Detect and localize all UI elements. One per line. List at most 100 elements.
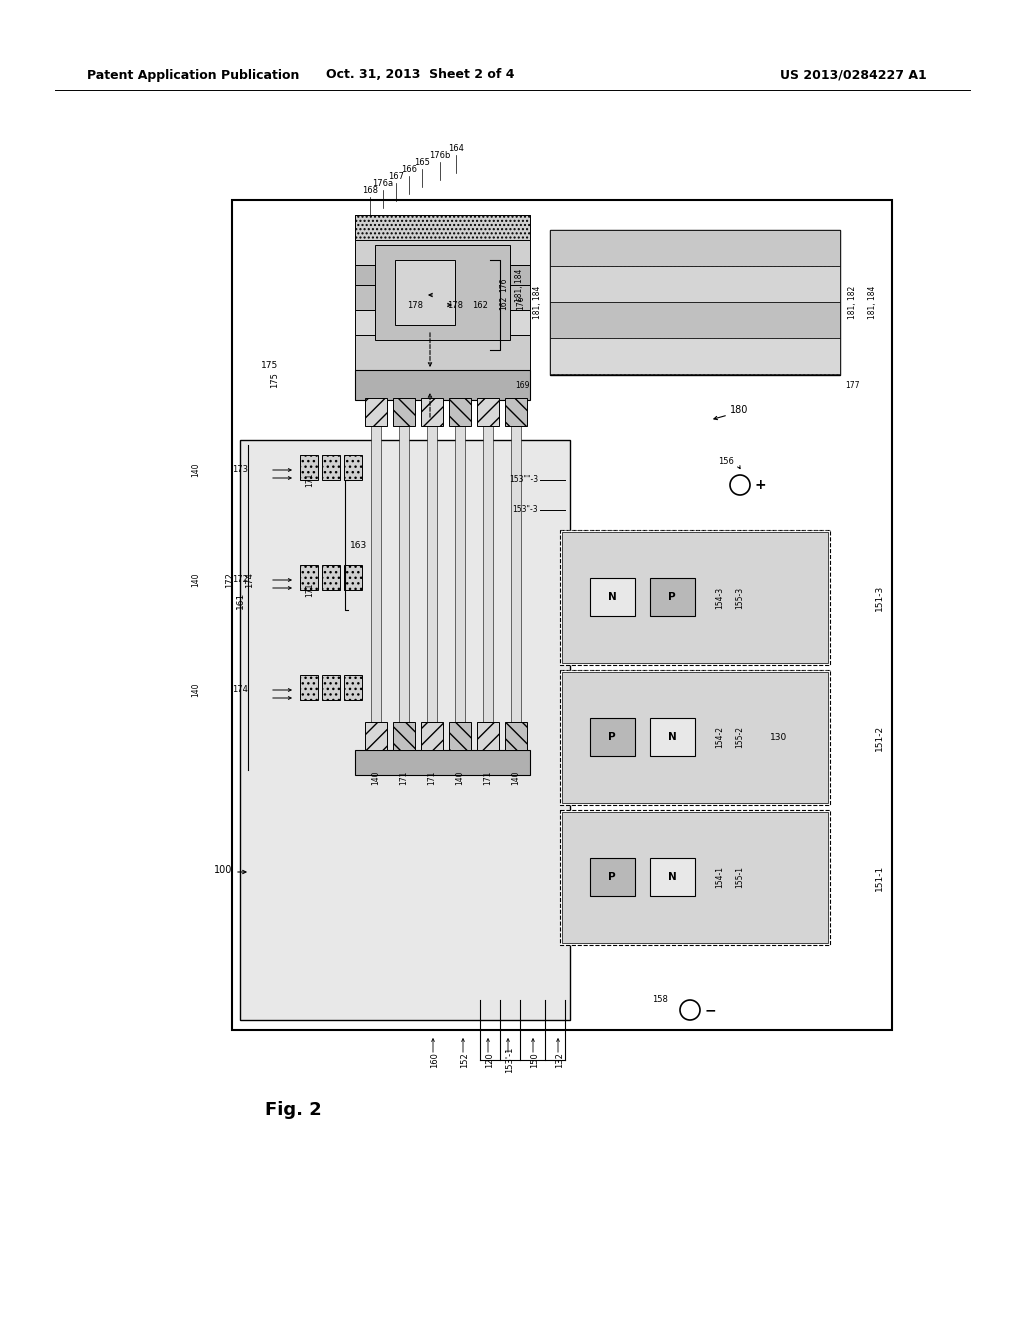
Text: 158: 158 [652,995,668,1005]
Bar [355,215,530,240]
Text: 140: 140 [456,771,465,785]
Text: 155-1: 155-1 [735,866,744,888]
Bar [300,675,318,700]
Bar [511,426,521,722]
Bar [355,240,530,265]
Bar [650,578,695,615]
Bar [421,399,443,426]
Text: 151-1: 151-1 [874,865,884,891]
Bar [427,426,437,722]
Bar [550,230,840,375]
Text: 168: 168 [362,186,378,195]
Bar [355,215,530,240]
Bar [455,426,465,722]
Text: 169: 169 [515,380,530,389]
Text: P: P [669,591,676,602]
Bar [344,675,362,700]
Text: Patent Application Publication: Patent Application Publication [87,69,299,82]
Bar [300,455,318,480]
Bar [590,578,635,615]
Bar [650,858,695,895]
Text: 176: 176 [516,296,525,310]
Bar [505,722,527,750]
Text: 181, 184: 181, 184 [515,268,524,302]
Bar [483,426,493,722]
Text: 172: 172 [225,572,234,587]
Bar [477,399,499,426]
Text: 164: 164 [449,144,464,153]
Text: 173: 173 [232,466,248,474]
Bar [240,440,570,1020]
Text: 162: 162 [499,296,508,310]
Bar [355,285,530,310]
Text: 171: 171 [305,583,314,597]
Text: 154-2: 154-2 [715,726,724,748]
Text: −: − [705,1003,717,1016]
Bar [355,750,530,775]
Bar [355,265,530,285]
Text: 140: 140 [191,463,200,478]
Bar [344,565,362,590]
Text: 161: 161 [236,591,245,609]
Bar [393,399,415,426]
Bar [550,338,840,374]
Bar [562,532,828,663]
Bar [375,246,510,341]
Bar [560,671,830,805]
Text: 165: 165 [414,158,430,168]
Bar [355,310,530,335]
Text: 175: 175 [261,360,279,370]
Text: 100: 100 [214,865,232,875]
Bar [322,565,340,590]
Bar [650,718,695,755]
Text: P: P [608,731,615,742]
Text: 171: 171 [399,771,409,785]
Text: 151-2: 151-2 [874,725,884,751]
Text: 153""-3: 153""-3 [509,475,538,484]
Text: 176a: 176a [373,180,393,187]
Text: 155-3: 155-3 [735,586,744,609]
Text: 152: 152 [460,1052,469,1068]
Bar [560,810,830,945]
Bar [344,455,362,480]
Bar [550,230,840,267]
Text: N: N [607,591,616,602]
Text: 174: 174 [232,685,248,694]
Text: 181, 184: 181, 184 [868,286,877,319]
Text: 171: 171 [427,771,436,785]
Text: 120: 120 [485,1052,494,1068]
Bar [550,302,840,338]
Text: 162: 162 [472,301,488,309]
Text: +: + [755,478,767,492]
Bar [560,531,830,665]
Text: Oct. 31, 2013  Sheet 2 of 4: Oct. 31, 2013 Sheet 2 of 4 [326,69,514,82]
Text: 153'-1: 153'-1 [505,1047,514,1073]
Bar [232,201,892,1030]
Text: 140: 140 [191,682,200,697]
Bar [300,565,318,590]
Text: 177: 177 [845,380,859,389]
Bar [355,370,530,400]
Bar [393,722,415,750]
Bar [395,260,455,325]
Text: 181, 184: 181, 184 [534,286,542,319]
Bar [449,399,471,426]
Text: 154-3: 154-3 [715,586,724,609]
Bar [355,335,530,380]
Bar [371,426,381,722]
Text: 180: 180 [730,405,749,414]
Text: 132: 132 [555,1052,564,1068]
Text: 176: 176 [499,277,508,292]
Text: 154-1: 154-1 [715,866,724,888]
Text: 163: 163 [350,540,368,549]
Text: 174: 174 [246,572,255,587]
Bar [365,722,387,750]
Text: 171: 171 [483,771,493,785]
Text: 155-2: 155-2 [735,726,744,748]
Text: 181, 182: 181, 182 [848,286,857,319]
Bar [562,812,828,942]
Bar [322,675,340,700]
Bar [590,858,635,895]
Text: 166: 166 [401,165,417,174]
Text: 172: 172 [232,576,248,585]
